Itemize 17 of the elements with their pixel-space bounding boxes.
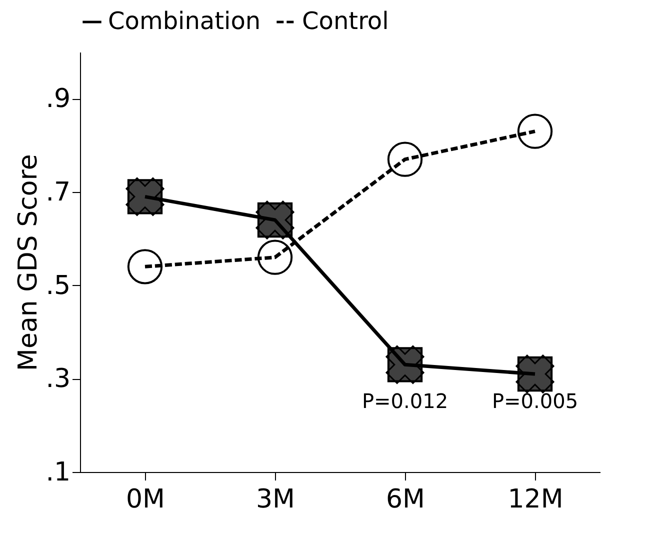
legend-label: Combination (108, 7, 261, 35)
annotation: P=0.005 (492, 389, 578, 413)
annotation: P=0.012 (362, 389, 448, 413)
y-axis-title: Mean GDS Score (14, 154, 44, 371)
legend-label: Control (302, 7, 389, 35)
x-tick-label: 6M (386, 484, 425, 514)
y-tick-label: .7 (46, 178, 70, 208)
point (127, 249, 163, 284)
y-tick-label: .9 (46, 84, 70, 114)
point (387, 142, 423, 177)
y-tick-label: .5 (46, 270, 70, 301)
x-tick-label: 12M (508, 484, 564, 514)
x-tick-label: 0M (126, 484, 165, 514)
y-tick-label: .3 (46, 364, 70, 394)
point (517, 114, 553, 149)
x-tick-label: 3M (256, 484, 295, 514)
y-tick-label: .1 (46, 458, 70, 488)
